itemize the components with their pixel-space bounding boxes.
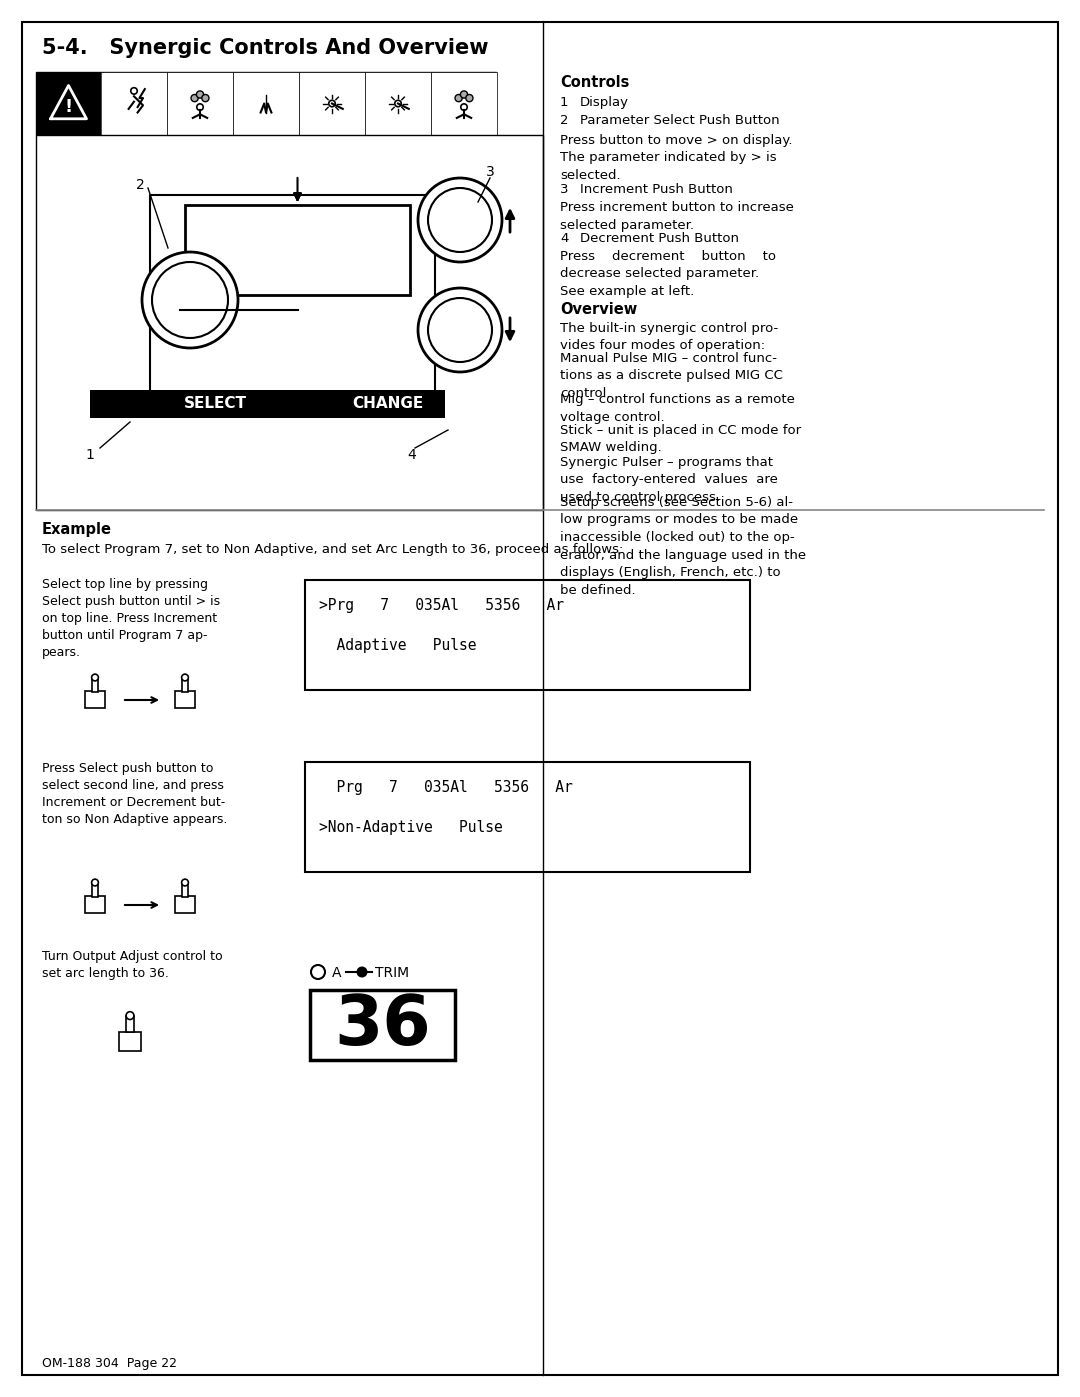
Text: Overview: Overview [561,302,637,317]
Circle shape [428,298,492,362]
Text: Press Select push button to
select second line, and press
Increment or Decrement: Press Select push button to select secon… [42,761,228,826]
Text: 2: 2 [561,115,568,127]
Text: Decrement Push Button: Decrement Push Button [580,232,739,244]
Circle shape [197,103,203,110]
Circle shape [181,879,188,886]
Bar [85,897,105,914]
Bar [119,1031,141,1051]
Circle shape [311,965,325,979]
Bar [181,678,188,692]
Bar [167,73,233,136]
Circle shape [395,101,402,106]
Circle shape [428,189,492,251]
Text: Controls: Controls [561,75,630,89]
Text: Turn Output Adjust control to
set arc length to 36.: Turn Output Adjust control to set arc le… [42,950,222,981]
Text: Manual Pulse MIG – control func-
tions as a discrete pulsed MIG CC
control.: Manual Pulse MIG – control func- tions a… [561,352,783,400]
Circle shape [131,88,137,94]
Circle shape [202,95,210,102]
Text: Setup screens (see Section 5-6) al-
low programs or modes to be made
inaccessibl: Setup screens (see Section 5-6) al- low … [561,496,806,597]
Text: CHANGE: CHANGE [352,397,423,412]
Bar [305,761,750,872]
Bar [185,205,410,295]
Text: A: A [332,965,341,981]
Bar [92,883,98,897]
Text: Display: Display [580,96,629,109]
Text: 3: 3 [561,183,568,196]
Text: OM-188 304  Page 22: OM-188 304 Page 22 [42,1356,177,1370]
Text: TRIM: TRIM [375,965,409,981]
Text: Press    decrement    button    to
decrease selected parameter.: Press decrement button to decrease selec… [561,250,777,281]
Bar [150,196,435,405]
Text: 4: 4 [561,232,568,244]
Text: Adaptive   Pulse: Adaptive Pulse [319,638,476,652]
Text: >Prg   7   035Al   5356   Ar: >Prg 7 035Al 5356 Ar [319,598,564,613]
Text: Press button to move > on display.
The parameter indicated by > is
selected.: Press button to move > on display. The p… [561,134,793,182]
Bar [431,73,497,136]
Bar [85,692,105,708]
Bar [175,897,194,914]
Bar [233,73,299,136]
Circle shape [141,251,238,348]
Bar [92,678,98,692]
Bar [305,580,750,690]
Circle shape [92,675,98,680]
Bar [90,390,445,418]
Bar [299,73,365,136]
Bar [126,1016,134,1032]
Text: 36: 36 [334,992,431,1059]
Text: Parameter Select Push Button: Parameter Select Push Button [580,115,780,127]
Text: 1: 1 [85,448,94,462]
Circle shape [126,1011,134,1020]
Bar [365,73,431,136]
Text: 2: 2 [136,177,145,191]
Circle shape [455,95,462,102]
Bar [175,692,194,708]
Text: 1: 1 [561,96,568,109]
Text: Synergic Pulser – programs that
use  factory-entered  values  are
used to contro: Synergic Pulser – programs that use fact… [561,455,778,504]
Bar [102,73,167,136]
Text: Increment Push Button: Increment Push Button [580,183,733,196]
Text: Example: Example [42,522,112,536]
Circle shape [152,263,228,338]
Bar [36,73,102,136]
Bar [310,990,455,1060]
Text: 4: 4 [407,448,417,462]
Text: The built-in synergic control pro-
vides four modes of operation:: The built-in synergic control pro- vides… [561,321,779,352]
Bar [36,136,543,510]
Text: Prg   7   035Al   5356   Ar: Prg 7 035Al 5356 Ar [319,780,572,795]
Text: 5-4.   Synergic Controls And Overview: 5-4. Synergic Controls And Overview [42,38,488,59]
Text: Mig – control functions as a remote
voltage control.: Mig – control functions as a remote volt… [561,393,795,423]
Text: Stick – unit is placed in CC mode for
SMAW welding.: Stick – unit is placed in CC mode for SM… [561,425,801,454]
Text: 3: 3 [486,165,495,179]
Text: >Non-Adaptive   Pulse: >Non-Adaptive Pulse [319,820,503,835]
Circle shape [465,95,473,102]
Circle shape [92,879,98,886]
Text: See example at left.: See example at left. [561,285,694,298]
Circle shape [191,95,199,102]
Circle shape [418,177,502,263]
Circle shape [461,103,468,110]
Circle shape [181,675,188,680]
Circle shape [418,288,502,372]
Circle shape [460,91,468,98]
Circle shape [328,101,335,106]
Text: Select top line by pressing
Select push button until > is
on top line. Press Inc: Select top line by pressing Select push … [42,578,220,659]
Circle shape [356,967,367,978]
Circle shape [197,91,204,98]
Text: !: ! [65,99,72,116]
Bar [181,883,188,897]
Bar [36,73,496,136]
Text: To select Program 7, set to Non Adaptive, and set Arc Length to 36, proceed as f: To select Program 7, set to Non Adaptive… [42,543,623,556]
Text: SELECT: SELECT [184,397,246,412]
Text: Press increment button to increase
selected parameter.: Press increment button to increase selec… [561,201,794,232]
